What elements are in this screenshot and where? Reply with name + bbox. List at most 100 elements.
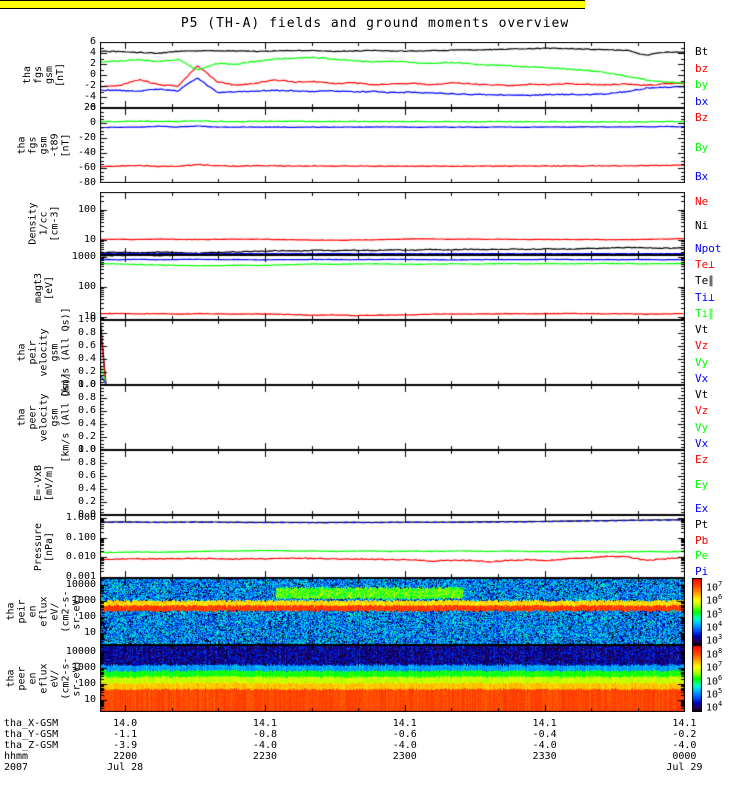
peer-velocity-panel-canvas: [100, 385, 685, 450]
tha-fgs-gsm-t89-legend-Bx: Bx: [695, 170, 709, 183]
tha-fgs-gsm-t89-ytick: 20: [83, 102, 96, 113]
footer-value: -4.0: [392, 740, 417, 751]
footer-value: -1.1: [113, 729, 138, 740]
tha-fgs-gsm-ytick: 4: [89, 47, 96, 58]
peir-velocity-panel-canvas: [100, 320, 685, 385]
footer-row-label: hhmm: [4, 751, 29, 762]
e-field-ytick: 0.8: [77, 457, 96, 468]
footer-value: 14.0: [113, 718, 138, 729]
peer-velocity-legend-Vx: Vx: [695, 437, 709, 450]
tha-fgs-gsm-t89-legend-Bz: Bz: [695, 111, 709, 124]
e-field-axis-label: E=-VxB [mV/m]: [33, 464, 56, 501]
peir-en-eflux-ytick: 10000: [65, 578, 96, 590]
peir-en-eflux-ytick: 1000: [71, 594, 96, 606]
peer-velocity-ytick: 0.4: [77, 418, 96, 429]
density-legend-Npot: Npot: [695, 242, 722, 255]
magt3-ytick: 100: [77, 281, 96, 292]
peir-en-eflux-colorbar-label: 106: [706, 593, 723, 607]
tha-fgs-gsm-ytick: -6: [83, 102, 96, 113]
peir-en-eflux-colorbar-label: 105: [706, 606, 723, 620]
density-axis-label: Density 1/cc [cm-3]: [27, 202, 61, 245]
magt3-panel-canvas: [100, 255, 685, 320]
tha-fgs-gsm-legend-bz: bz: [695, 61, 709, 75]
peer-en-eflux-ytick: 100: [77, 678, 96, 689]
peir-en-eflux-colorbar-label: 103: [706, 633, 723, 647]
peir-en-eflux-ytick: 10: [83, 627, 96, 639]
tha-fgs-gsm-legend-by: by: [695, 78, 709, 92]
peir-velocity-legend-Vx: Vx: [695, 372, 709, 385]
footer-value: -0.4: [532, 729, 557, 740]
peir-en-eflux-colorbar-label: 107: [706, 579, 723, 594]
magt3-ytick: 10: [83, 311, 96, 323]
tha-fgs-gsm-ytick: 0: [89, 69, 96, 80]
tha-fgs-gsm-legend-bx: bx: [695, 95, 709, 108]
magt3-legend-Ti⊥: Ti⊥: [695, 290, 715, 304]
tha-fgs-gsm-ytick: 2: [89, 58, 96, 69]
footer-value: 14.1: [532, 718, 557, 729]
peir-velocity-ytick: 0.6: [77, 340, 96, 351]
peer-velocity-ytick: 0.0: [77, 444, 96, 455]
peer-en-eflux-colorbar-label: 108: [706, 646, 723, 661]
peir-velocity-ytick: 1.0: [77, 314, 96, 325]
peir-en-eflux-axis-label: tha peir en eflux eV/ (cm2-s- sr-eV): [5, 590, 83, 633]
peer-en-eflux-colorbar-label: 105: [706, 686, 723, 701]
e-field-ytick: 0.4: [77, 483, 96, 494]
pressure-legend-Pe: Pe: [695, 549, 709, 563]
footer-row-label: tha_Y-GSM: [4, 729, 59, 740]
peir-velocity-ytick: 0.0: [77, 379, 96, 390]
tha-fgs-gsm-t89-ytick: -80: [77, 177, 96, 188]
tha-fgs-gsm-ytick: 6: [89, 36, 96, 47]
e-field-legend-Ex: Ex: [695, 502, 709, 515]
e-field-ytick: 0.6: [77, 470, 96, 481]
pressure-ytick: 0.100: [65, 531, 96, 543]
pressure-ytick: 0.010: [65, 551, 96, 563]
plot-area: 6 4 2 0 -2 -4 -6 tha fgs gsm [nT] Bt bz by bx 20 0 -20…: [0, 0, 750, 713]
tha-fgs-gsm-panel-canvas: [100, 42, 685, 108]
peir-velocity-legend-Vt: Vt: [695, 323, 709, 336]
pressure-ytick: 1.000: [65, 511, 96, 523]
magt3-legend-Te∥: Te∥: [695, 274, 714, 288]
tha-fgs-gsm-t89-axis-label: tha fgs gsm -t89 [nT]: [16, 133, 72, 158]
footer-value: Jul 29: [666, 762, 703, 773]
peir-velocity-ytick: 0.2: [77, 366, 96, 377]
pressure-legend-Pi: Pi: [695, 565, 709, 578]
density-panel-canvas: [100, 192, 685, 255]
tha-fgs-gsm-axis-label: tha fgs gsm [nT]: [22, 62, 67, 88]
peir-velocity-legend-Vz: Vz: [695, 339, 709, 353]
e-field-ytick: 0.2: [77, 496, 96, 507]
density-ytick: 100: [77, 204, 96, 216]
tha-fgs-gsm-t89-ytick: -40: [77, 147, 96, 158]
footer-value: 2330: [532, 751, 557, 762]
footer-value: 14.1: [672, 718, 697, 729]
tha-fgs-gsm-t89-ytick: 0: [89, 117, 96, 128]
tha-fgs-gsm-t89-panel-canvas: [100, 108, 685, 183]
footer-value: -4.0: [532, 740, 557, 751]
pressure-panel-canvas: [100, 515, 685, 578]
peer-velocity-legend-Vy: Vy: [695, 420, 709, 434]
magt3-legend-Ti∥: Ti∥: [695, 307, 714, 320]
footer-value: 14.1: [252, 718, 278, 729]
footer-row-label: tha_Z-GSM: [4, 740, 59, 751]
footer-value: -0.6: [392, 729, 417, 740]
pressure-legend-Pb: Pb: [695, 533, 709, 547]
density-legend-Ne: Ne: [695, 195, 709, 208]
footer-value: -0.2: [672, 729, 697, 740]
peer-velocity-ytick: 0.6: [77, 405, 96, 416]
pressure-legend-Pt: Pt: [695, 518, 709, 531]
peer-velocity-legend-Vt: Vt: [695, 388, 709, 401]
peir-en-eflux-panel-canvas: [100, 578, 685, 645]
tha-fgs-gsm-t89-legend-By: By: [695, 140, 709, 154]
magt3-ytick: 1000: [71, 250, 96, 262]
peer-en-eflux-colorbar-label: 104: [706, 700, 723, 714]
footer-value: -4.0: [252, 740, 278, 751]
flags-bar: [0, 0, 585, 9]
peir-en-eflux-colorbar: [692, 578, 702, 645]
footer-value: Jul 28: [107, 762, 144, 773]
footer-value: -3.9: [113, 740, 138, 751]
footer-value: 2300: [392, 751, 417, 762]
density-legend-Ni: Ni: [695, 218, 709, 232]
tha-fgs-gsm-t89-ytick: -20: [77, 132, 96, 143]
peir-en-eflux-ytick: 100: [77, 611, 96, 622]
pressure-axis-label: Pressure [nPa]: [33, 522, 56, 571]
